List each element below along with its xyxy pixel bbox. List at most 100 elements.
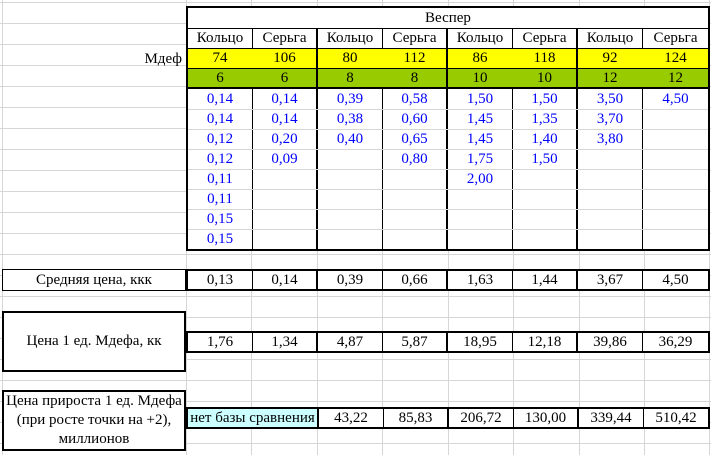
mdef-value-cell[interactable]: 92 (602, 50, 618, 66)
price-cell[interactable] (513, 210, 578, 229)
price-cell[interactable] (383, 210, 448, 229)
points-cell[interactable]: 10 (472, 69, 488, 86)
mdef-value-cell[interactable]: 86 (472, 50, 488, 66)
price-cell[interactable]: 4,50 (662, 90, 689, 107)
price-cell[interactable] (643, 210, 708, 229)
unit-price-cell[interactable]: 1,34 (253, 333, 318, 351)
mdef-value-cell[interactable]: 106 (253, 49, 318, 68)
price-cell[interactable]: 0,39 (318, 89, 383, 109)
price-cell[interactable]: 3,80 (578, 130, 643, 149)
unit-price-cell[interactable]: 4,87 (318, 333, 383, 351)
avg-price-cell[interactable]: 4,50 (662, 271, 689, 288)
price-cell[interactable] (448, 210, 513, 229)
growth-price-cell[interactable]: 85,83 (384, 409, 449, 427)
price-cell[interactable] (318, 190, 383, 209)
mdef-value-cell[interactable]: 74 (212, 50, 228, 66)
price-cell[interactable] (318, 170, 383, 189)
price-cell[interactable]: 0,15 (188, 230, 253, 249)
unit-price-cell[interactable]: 1,76 (188, 333, 253, 351)
mdef-value-cell[interactable]: 118 (513, 49, 578, 68)
price-cell[interactable] (643, 150, 708, 169)
avg-price-cell[interactable]: 0,13 (188, 271, 253, 289)
column-header-cell[interactable]: Серьга (513, 29, 578, 48)
table-title-cell[interactable]: Веспер (188, 8, 708, 29)
price-cell[interactable]: 0,38 (318, 110, 383, 129)
price-cell[interactable]: 1,50 (448, 89, 513, 109)
price-cell[interactable] (448, 190, 513, 209)
avg-price-cell[interactable]: 0,39 (318, 271, 383, 289)
points-cell[interactable]: 8 (346, 69, 354, 86)
price-cell[interactable]: 0,14 (188, 89, 253, 109)
price-cell[interactable]: 0,14 (188, 110, 253, 129)
no-base-cell[interactable]: нет базы сравнения (188, 409, 319, 427)
price-cell[interactable]: 0,11 (188, 170, 253, 189)
price-cell[interactable] (318, 230, 383, 249)
price-cell[interactable]: 1,40 (513, 130, 578, 149)
points-cell[interactable]: 6 (253, 69, 318, 87)
price-cell[interactable]: 0,14 (253, 110, 318, 129)
points-cell[interactable]: 8 (383, 69, 448, 87)
price-cell[interactable]: 1,45 (448, 130, 513, 149)
price-cell[interactable] (253, 230, 318, 249)
mdef-value-cell[interactable]: 80 (342, 50, 358, 66)
mdef-value-cell[interactable]: 124 (664, 50, 687, 66)
points-cell[interactable]: 10 (513, 69, 578, 87)
avg-price-cell[interactable]: 3,67 (578, 271, 643, 289)
avg-price-label[interactable]: Средняя цена, ккк (2, 269, 186, 291)
mdef-row-label[interactable]: Мдеф (144, 50, 182, 67)
price-cell[interactable]: 0,14 (253, 89, 318, 109)
price-cell[interactable]: 0,60 (383, 110, 448, 129)
avg-price-cell[interactable]: 0,66 (383, 271, 448, 289)
price-cell[interactable] (578, 190, 643, 209)
price-cell[interactable] (578, 230, 643, 249)
price-cell[interactable] (578, 210, 643, 229)
price-cell[interactable]: 1,50 (513, 89, 578, 109)
price-cell[interactable] (383, 170, 448, 189)
price-cell[interactable] (383, 190, 448, 209)
unit-price-cell[interactable]: 5,87 (383, 333, 448, 351)
price-cell[interactable]: 0,80 (383, 150, 448, 169)
price-cell[interactable] (578, 170, 643, 189)
price-cell[interactable]: 2,00 (448, 170, 513, 189)
price-cell[interactable]: 0,40 (318, 130, 383, 149)
price-cell[interactable]: 1,45 (448, 110, 513, 129)
points-cell[interactable]: 12 (668, 69, 683, 86)
column-header-cell[interactable]: Кольцо (578, 29, 643, 48)
price-cell[interactable] (253, 190, 318, 209)
price-cell[interactable]: 1,35 (513, 110, 578, 129)
price-cell[interactable] (448, 230, 513, 249)
price-cell[interactable] (318, 210, 383, 229)
price-cell[interactable] (513, 230, 578, 249)
mdef-value-cell[interactable]: 112 (383, 49, 448, 68)
points-cell[interactable]: 6 (216, 69, 224, 86)
price-cell[interactable] (513, 190, 578, 209)
unit-price-label[interactable]: Цена 1 ед. Мдефа, кк (2, 311, 186, 372)
price-cell[interactable] (318, 150, 383, 169)
price-cell[interactable] (253, 170, 318, 189)
price-cell[interactable] (513, 170, 578, 189)
column-header-cell[interactable]: Серьга (653, 30, 698, 46)
price-cell[interactable]: 0,65 (383, 130, 448, 149)
column-header-cell[interactable]: Кольцо (448, 29, 513, 48)
unit-price-cell[interactable]: 36,29 (658, 333, 693, 350)
avg-price-cell[interactable]: 1,44 (513, 271, 578, 289)
price-cell[interactable] (643, 170, 708, 189)
column-header-cell[interactable]: Кольцо (318, 29, 383, 48)
price-cell[interactable]: 0,12 (188, 150, 253, 169)
unit-price-cell[interactable]: 18,95 (448, 333, 513, 351)
growth-price-cell[interactable]: 339,44 (579, 409, 644, 427)
price-cell[interactable] (643, 130, 708, 149)
price-cell[interactable] (643, 110, 708, 129)
unit-price-cell[interactable]: 39,86 (578, 333, 643, 351)
points-cell[interactable]: 12 (602, 69, 618, 86)
growth-price-cell[interactable]: 130,00 (514, 409, 579, 427)
price-cell[interactable] (643, 190, 708, 209)
column-header-cell[interactable]: Серьга (253, 29, 318, 48)
price-cell[interactable] (643, 230, 708, 249)
price-cell[interactable]: 0,11 (188, 190, 253, 209)
price-cell[interactable] (578, 150, 643, 169)
column-header-cell[interactable]: Серьга (383, 29, 448, 48)
growth-price-label[interactable]: Цена прироста 1 ед. Мдефа (при росте точ… (2, 390, 186, 451)
price-cell[interactable]: 0,09 (253, 150, 318, 169)
price-cell[interactable]: 1,50 (513, 150, 578, 169)
